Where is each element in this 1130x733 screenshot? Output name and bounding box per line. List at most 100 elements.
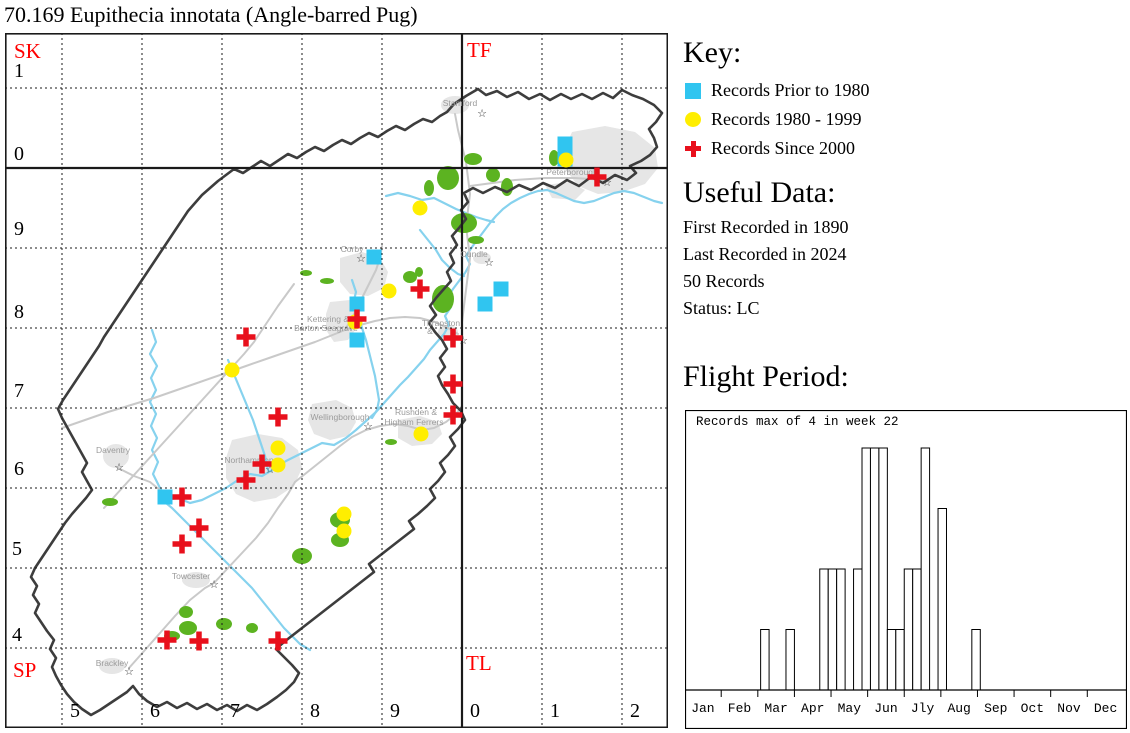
month-labels: Jan Feb Mar Apr May Jun Jly Aug Sep Oct Nov Dec: [691, 701, 1117, 716]
town-star-icon: ☆: [356, 252, 366, 265]
grid-lines: [5, 33, 668, 728]
month-label-jan: Jan: [691, 701, 714, 716]
useful-data-section: Useful Data: First Recorded in 1890 Last…: [683, 176, 848, 322]
last-recorded: Last Recorded in 2024: [683, 244, 847, 264]
flight-period-heading: Flight Period:: [683, 360, 849, 393]
town-star-icon: ☆: [477, 107, 487, 120]
town-star-icon: ☆: [484, 256, 494, 269]
record-marker-since-2000: [587, 167, 607, 187]
month-label-oct: Oct: [1021, 701, 1044, 716]
record-marker-since-2000: [189, 631, 209, 651]
month-label-feb: Feb: [728, 701, 751, 716]
legend-label: Records Prior to 1980: [711, 80, 870, 100]
grid-row-label: 8: [14, 301, 24, 323]
record-marker-since-2000: [443, 405, 463, 425]
record-marker-prior-1980: [349, 296, 365, 312]
record-marker-prior-1980: [477, 296, 493, 312]
flight-bar-week-19: [836, 568, 846, 691]
flight-bar-week-29: [920, 447, 931, 691]
record-marker-since-2000: [189, 518, 209, 538]
record-marker-since-2000: [172, 534, 192, 554]
flight-bar-week-18: [827, 568, 838, 691]
flight-bar-week-24: [878, 447, 888, 691]
flight-bar-week-25: [886, 629, 897, 691]
town-label: Higham Ferrers: [384, 417, 443, 427]
grid-letter-tl: TL: [466, 651, 492, 675]
grid-col-label: 7: [230, 700, 240, 722]
distribution-map: Stamford☆Peterborough☆Oundle☆Corby☆Kette…: [5, 33, 668, 728]
month-ticks: [720, 690, 1088, 697]
record-marker-since-2000: [410, 279, 430, 299]
town-star-icon: ☆: [602, 176, 612, 189]
town-label: Rushden &: [395, 407, 437, 417]
record-marker-1980-1999: [558, 152, 574, 168]
flight-bar-week-21: [853, 568, 863, 691]
flight-bar-week-23: [869, 447, 880, 691]
record-marker-1980-1999: [412, 200, 428, 216]
grid-row-label: 6: [14, 458, 24, 480]
records-1980-1999-circle-icon: [685, 112, 701, 127]
grid-row-label: 5: [12, 538, 22, 560]
month-label-apr: Apr: [801, 701, 824, 716]
first-recorded: First Recorded in 1890: [683, 217, 849, 237]
record-marker-since-2000: [268, 407, 288, 427]
flight-bar-week-26: [895, 629, 905, 691]
town-label: Corby: [341, 244, 364, 254]
grid-row-label: 9: [14, 218, 24, 240]
record-marker-prior-1980: [493, 281, 509, 297]
flight-bar-week-27: [903, 568, 914, 691]
month-label-may: May: [838, 701, 862, 716]
record-marker-prior-1980: [366, 249, 382, 265]
record-marker-1980-1999: [413, 426, 429, 442]
month-label-jly: Jly: [911, 701, 935, 716]
page-title: 70.169 Eupithecia innotata (Angle-barred…: [4, 2, 418, 27]
town-labels: Stamford☆Peterborough☆Oundle☆Corby☆Kette…: [96, 98, 612, 678]
prior-1980-square-icon: [685, 82, 701, 99]
town-label: Wellingborough: [311, 412, 370, 422]
record-markers: [157, 136, 607, 651]
flight-bar-week-31: [937, 508, 947, 691]
grid-row-label: 0: [14, 143, 24, 165]
month-label-dec: Dec: [1094, 701, 1117, 716]
month-label-jun: Jun: [874, 701, 897, 716]
record-marker-prior-1980: [157, 489, 173, 505]
record-marker-prior-1980: [557, 136, 573, 152]
town-star-icon: ☆: [114, 461, 124, 474]
key-heading: Key:: [683, 36, 742, 69]
legend-item-1980-1999: Records 1980 - 1999: [683, 105, 869, 134]
grid-col-label: 9: [390, 700, 400, 722]
county-boundary: [29, 87, 664, 717]
record-marker-since-2000: [252, 454, 272, 474]
town-label: Oundle: [460, 249, 488, 259]
town-label: Northampton: [224, 455, 273, 465]
month-label-mar: Mar: [764, 701, 787, 716]
town-label: Stamford: [443, 98, 478, 108]
flight-period-chart: Records max of 4 in week 22 Jan Feb Mar Apr…: [685, 410, 1127, 729]
record-marker-since-2000: [268, 631, 288, 651]
record-marker-1980-1999: [336, 506, 352, 522]
record-marker-since-2000: [236, 327, 256, 347]
record-marker-since-2000: [236, 470, 256, 490]
record-marker-prior-1980: [349, 332, 365, 348]
flight-bar-week-28: [912, 568, 922, 691]
record-marker-1980-1999: [336, 523, 352, 539]
town-star-icon: ☆: [209, 578, 219, 591]
town-label: Brackley: [96, 658, 129, 668]
status: Status: LC: [683, 298, 760, 318]
grid-col-label: 8: [310, 700, 320, 722]
grid-row-label: 1: [14, 60, 24, 82]
flight-bar-week-35: [971, 629, 981, 691]
grid-col-label: 6: [150, 700, 160, 722]
town-star-icon: ☆: [265, 463, 275, 476]
town-star-icon: ☆: [124, 665, 134, 678]
record-count: 50 Records: [683, 271, 765, 291]
town-label: Towcester: [172, 571, 210, 581]
town-label: Kettering &: [307, 314, 349, 324]
grid-col-label: 2: [630, 700, 640, 722]
grid-letter-tf: TF: [467, 38, 492, 62]
records-since-2000-cross-icon: [685, 140, 701, 157]
grid-row-label: 7: [14, 380, 24, 402]
month-label-nov: Nov: [1057, 701, 1081, 716]
grid-col-label: 1: [550, 700, 560, 722]
